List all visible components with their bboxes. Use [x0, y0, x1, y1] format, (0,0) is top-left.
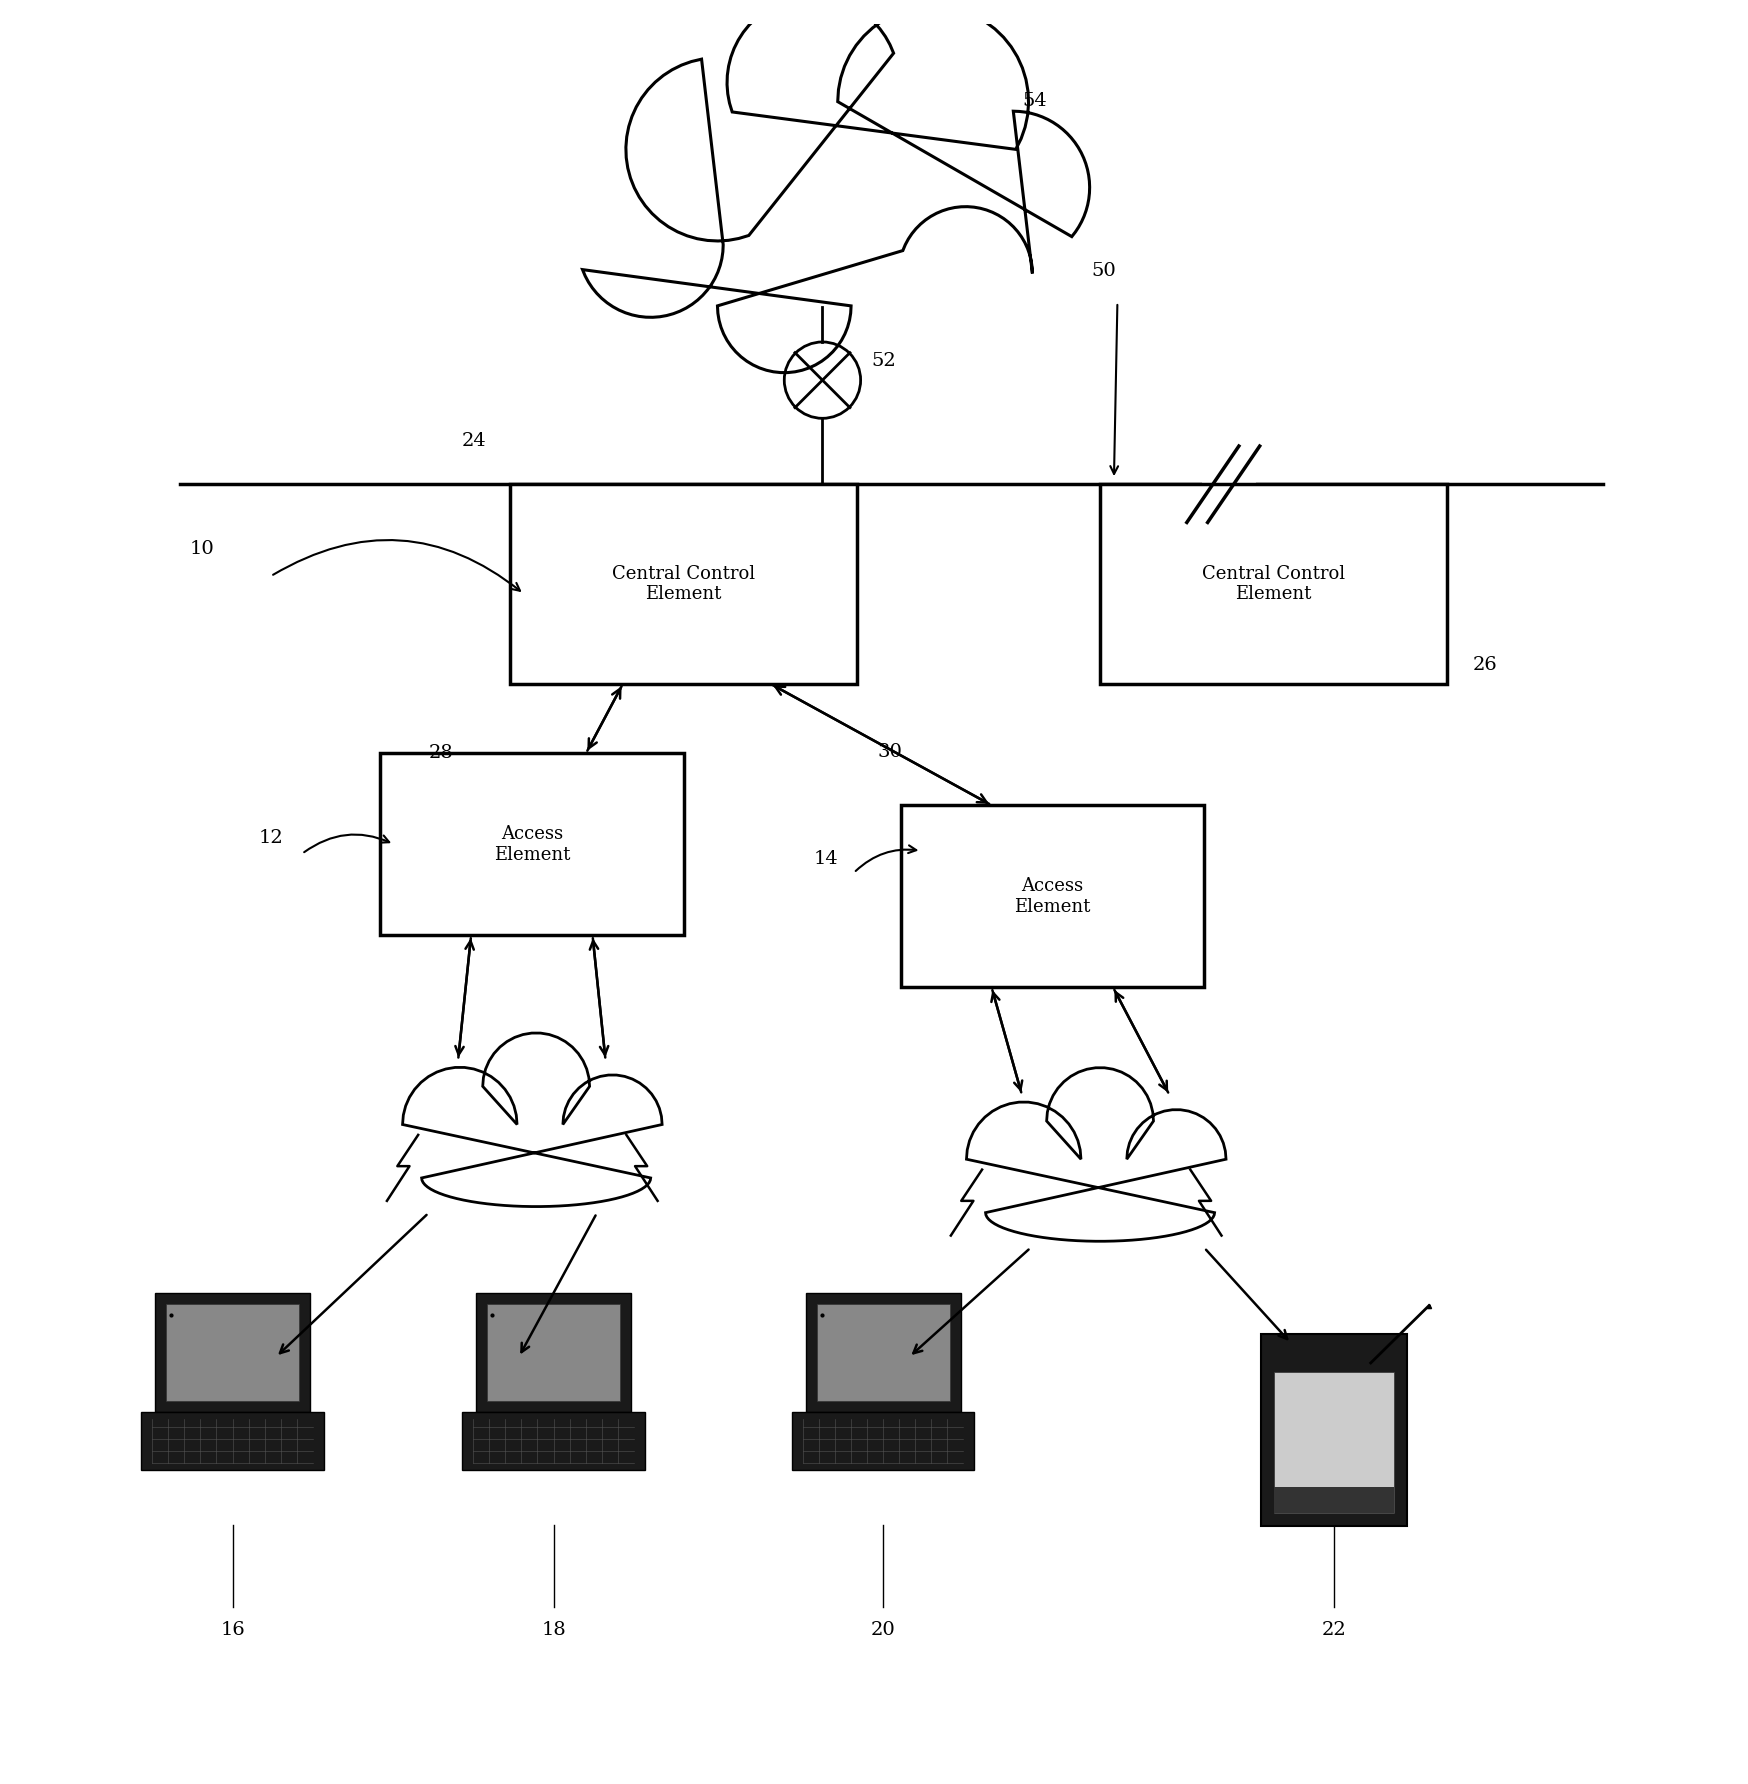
Text: 10: 10: [189, 539, 213, 558]
Text: 12: 12: [259, 830, 283, 847]
Polygon shape: [967, 1069, 1225, 1242]
FancyBboxPatch shape: [486, 1304, 619, 1400]
FancyBboxPatch shape: [475, 1293, 631, 1411]
FancyBboxPatch shape: [816, 1304, 949, 1400]
Polygon shape: [402, 1033, 662, 1206]
Text: 26: 26: [1472, 657, 1496, 674]
Polygon shape: [582, 0, 1089, 373]
Text: 50: 50: [1091, 262, 1115, 280]
FancyBboxPatch shape: [510, 483, 857, 683]
FancyBboxPatch shape: [1260, 1334, 1407, 1525]
Text: 16: 16: [220, 1620, 245, 1639]
Text: 22: 22: [1321, 1620, 1346, 1639]
Text: 30: 30: [877, 742, 902, 760]
Text: 52: 52: [871, 351, 895, 371]
Text: Central Control
Element: Central Control Element: [1201, 564, 1344, 603]
FancyBboxPatch shape: [142, 1411, 323, 1470]
Text: Access
Element: Access Element: [1014, 878, 1091, 915]
Text: 54: 54: [1021, 93, 1045, 111]
FancyBboxPatch shape: [900, 805, 1203, 987]
FancyBboxPatch shape: [1274, 1488, 1393, 1513]
Text: 28: 28: [428, 744, 453, 762]
Text: Central Control
Element: Central Control Element: [612, 564, 755, 603]
FancyBboxPatch shape: [156, 1293, 309, 1411]
Text: 20: 20: [871, 1620, 895, 1639]
FancyBboxPatch shape: [166, 1304, 299, 1400]
FancyBboxPatch shape: [1274, 1372, 1393, 1513]
Text: 14: 14: [813, 851, 837, 869]
FancyBboxPatch shape: [379, 753, 683, 935]
FancyBboxPatch shape: [792, 1411, 974, 1470]
Text: 24: 24: [461, 432, 486, 450]
Text: Access
Element: Access Element: [493, 824, 570, 863]
FancyBboxPatch shape: [461, 1411, 645, 1470]
Text: 18: 18: [540, 1620, 566, 1639]
FancyBboxPatch shape: [1099, 483, 1446, 683]
FancyBboxPatch shape: [806, 1293, 960, 1411]
